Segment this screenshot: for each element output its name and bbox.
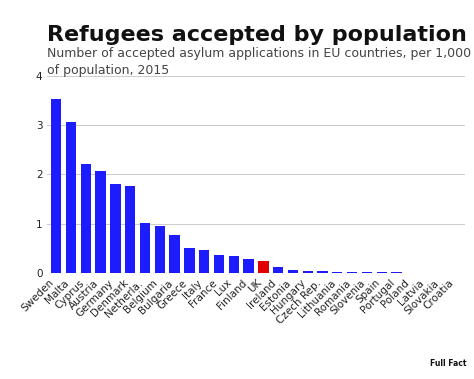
Bar (125, 186, 136, 273)
Bar (199, 250, 210, 273)
Bar (140, 223, 150, 273)
Text: Refugees accepted by population: Refugees accepted by population (47, 25, 467, 45)
Bar (214, 255, 224, 273)
Bar (110, 184, 120, 273)
Text: Source:: Source: (9, 335, 54, 345)
Bar (288, 271, 298, 273)
Bar (95, 171, 106, 273)
Bar (318, 271, 328, 273)
Bar (51, 99, 62, 273)
Bar (184, 248, 194, 273)
Bar (155, 226, 165, 273)
Text: Eurostat, press release 75/2016, "Asylum decisions in the EU" 20 April
2016; Pop: Eurostat, press release 75/2016, "Asylum… (45, 335, 415, 359)
Bar (332, 272, 343, 273)
Text: Full Fact: Full Fact (429, 359, 466, 368)
Bar (169, 235, 180, 273)
Bar (243, 259, 254, 273)
Bar (258, 261, 269, 273)
Bar (66, 122, 76, 273)
Bar (302, 271, 313, 273)
Polygon shape (417, 318, 474, 379)
Bar (273, 267, 283, 273)
Bar (81, 163, 91, 273)
Bar (228, 255, 239, 273)
Bar (347, 272, 357, 273)
Text: Number of accepted asylum applications in EU countries, per 1,000
of population,: Number of accepted asylum applications i… (47, 47, 472, 77)
